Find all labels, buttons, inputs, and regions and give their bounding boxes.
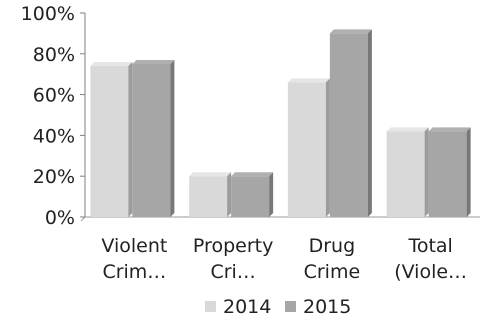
legend-item: 2015 — [285, 296, 351, 318]
bar-top — [132, 60, 175, 64]
bar — [287, 78, 330, 217]
bar-side — [170, 60, 175, 217]
x-tick-label: Total — [407, 235, 452, 257]
bar — [329, 29, 372, 218]
bar-front — [90, 66, 129, 217]
legend-item: 2014 — [205, 296, 271, 318]
bar-front — [386, 131, 425, 217]
bar-top — [428, 127, 471, 132]
bar-front — [231, 176, 270, 217]
bar-side — [128, 62, 133, 217]
x-tick-label: Crime — [304, 261, 361, 283]
bars — [90, 29, 471, 218]
y-tick-label: 60% — [33, 85, 75, 107]
bar-top — [386, 127, 429, 132]
y-tick-label: 80% — [33, 44, 75, 66]
bar-side — [269, 172, 274, 217]
bar — [386, 127, 429, 217]
x-tick-label: Violent — [101, 235, 167, 257]
bar — [90, 62, 133, 217]
legend-swatch — [285, 301, 296, 312]
y-tick-label: 40% — [33, 125, 75, 147]
bar-front — [329, 33, 368, 218]
legend-swatch — [205, 301, 216, 312]
bar — [231, 172, 274, 217]
bar-side — [325, 78, 330, 217]
y-tick-label: 100% — [21, 3, 75, 25]
bar-top — [189, 172, 232, 177]
labels: 0% 20% 40% 60% 80% 100% Violent Crim… Property Cr… — [21, 3, 467, 283]
bar-top — [287, 78, 330, 83]
bar-front — [189, 176, 228, 217]
bar — [132, 60, 175, 217]
legend: 2014 2015 — [205, 296, 351, 318]
bar-side — [466, 127, 471, 217]
x-tick-label: (Viole… — [394, 261, 467, 283]
x-tick-label: Crim… — [102, 261, 166, 283]
bar-side — [424, 127, 429, 217]
bar-top — [231, 172, 274, 177]
bar-side — [227, 172, 232, 217]
bar-front — [287, 82, 326, 217]
x-tick-label: Cri… — [210, 261, 255, 283]
legend-label: 2014 — [223, 296, 271, 318]
bar-side — [367, 29, 372, 218]
legend-label: 2015 — [303, 296, 351, 318]
x-tick-label: Property — [193, 235, 273, 257]
bar — [189, 172, 232, 217]
bar-front — [428, 131, 467, 217]
bar-top — [329, 29, 372, 34]
y-tick-label: 20% — [33, 166, 75, 188]
bar-front — [132, 64, 171, 217]
x-tick-label: Drug — [309, 235, 356, 257]
bar-top — [90, 62, 133, 67]
floor-edge — [80, 216, 86, 222]
y-tick-label: 0% — [45, 207, 75, 229]
bar — [428, 127, 471, 217]
